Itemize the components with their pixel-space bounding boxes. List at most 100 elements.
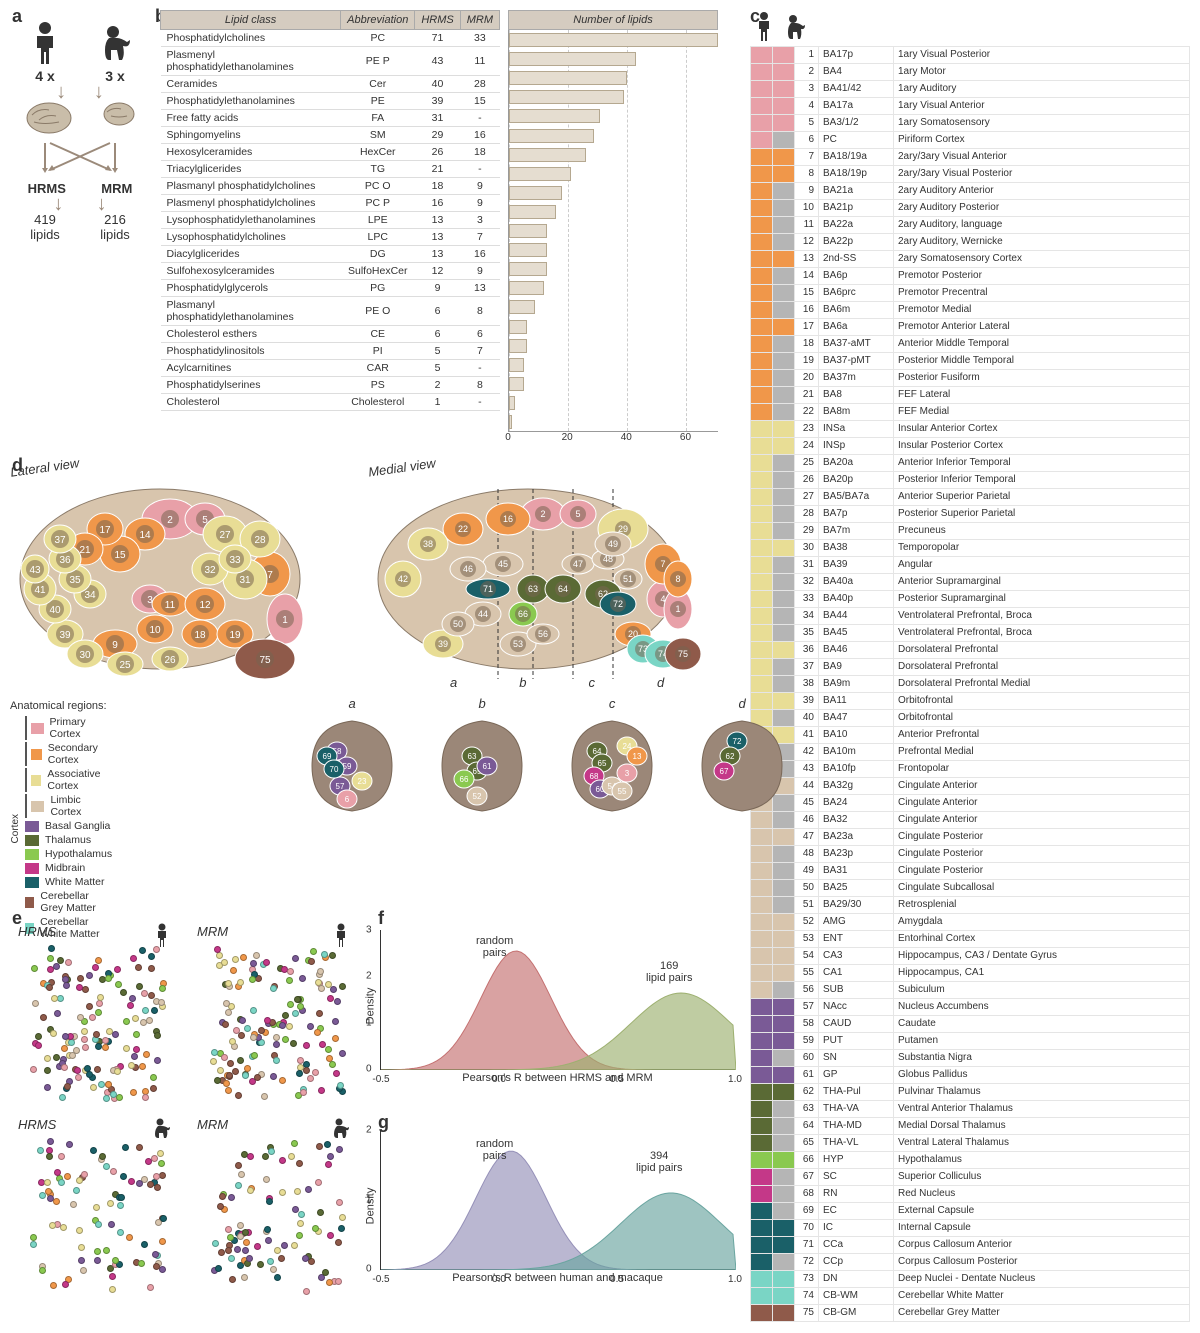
table-row: 75CB-GMCerebellar Grey Matter — [751, 1305, 1190, 1322]
svg-text:56: 56 — [538, 629, 548, 639]
cortex-group-label: Cortex — [10, 814, 21, 843]
table-row: 68RNRed Nucleus — [751, 1186, 1190, 1203]
bar — [509, 186, 562, 200]
scatter-point — [270, 985, 277, 992]
table-row: 17BA6aPremotor Anterior Lateral — [751, 319, 1190, 336]
legend-label: Primary Cortex — [50, 716, 113, 740]
color-swatch — [751, 251, 773, 268]
svg-text:7: 7 — [660, 559, 665, 569]
scatter-point — [131, 1053, 138, 1060]
scatter-point — [150, 1074, 157, 1081]
scatter-point — [160, 1215, 167, 1222]
color-swatch — [751, 1220, 773, 1237]
scatter-point — [90, 1084, 97, 1091]
anatomical-legend: Anatomical regions: Cortex Primary Corte… — [10, 700, 112, 942]
table-row: 53ENTEntorhinal Cortex — [751, 931, 1190, 948]
tsne-plot: MRM — [189, 920, 354, 1105]
scatter-point — [300, 1089, 307, 1096]
svg-text:18: 18 — [194, 630, 206, 641]
table-row: 42BA10mPrefrontal Medial — [751, 744, 1190, 761]
scatter-point — [243, 1239, 250, 1246]
scatter-point — [30, 1234, 37, 1241]
table-row: PhosphatidylinositolsPI57 — [161, 343, 500, 360]
scatter-point — [303, 1067, 310, 1074]
legend-title: Anatomical regions: — [10, 700, 112, 712]
color-swatch — [773, 319, 795, 336]
scatter-point — [221, 959, 228, 966]
color-swatch — [773, 676, 795, 693]
bar — [509, 358, 524, 372]
svg-text:11: 11 — [165, 600, 176, 611]
scatter-point — [58, 1153, 65, 1160]
color-swatch — [773, 200, 795, 217]
scatter-point — [294, 1188, 301, 1195]
table-row: 30BA38Temporopolar — [751, 540, 1190, 557]
color-swatch — [773, 540, 795, 557]
table-row: 46BA32Cingulate Anterior — [751, 812, 1190, 829]
scatter-point — [232, 956, 239, 963]
color-swatch — [773, 1084, 795, 1101]
plot-label: MRM — [197, 1117, 228, 1132]
svg-text:16: 16 — [503, 514, 513, 524]
svg-text:42: 42 — [398, 574, 408, 584]
table-row: DiacylgliceridesDG1316 — [161, 246, 500, 263]
scatter-point — [339, 983, 346, 990]
color-swatch — [773, 608, 795, 625]
color-swatch — [751, 183, 773, 200]
scatter-point — [128, 1178, 135, 1185]
table-row: 25BA20aAnterior Inferior Temporal — [751, 455, 1190, 472]
scatter-point — [303, 1288, 310, 1295]
scatter-point — [103, 1095, 110, 1102]
legend-item: Associative Cortex — [25, 768, 112, 792]
section-marker: d — [657, 675, 664, 690]
scatter-point — [327, 995, 334, 1002]
scatter-point — [217, 1067, 224, 1074]
scatter-point — [64, 1173, 71, 1180]
scatter-point — [102, 1044, 109, 1051]
color-swatch — [773, 1135, 795, 1152]
scatter-point — [105, 975, 112, 982]
table-row: 54CA3Hippocampus, CA3 / Dentate Gyrus — [751, 948, 1190, 965]
table-row: PhosphatidylserinesPS28 — [161, 377, 500, 394]
scatter-point — [235, 1092, 242, 1099]
panel-b-lipid-table: Lipid classAbbreviationHRMSMRM Phosphati… — [160, 10, 725, 447]
table-row: AcylcarnitinesCAR5- — [161, 360, 500, 377]
table-row: 35BA45Ventrolateral Prefrontal, Broca — [751, 625, 1190, 642]
svg-text:14: 14 — [139, 530, 151, 541]
table-row: 16BA6mPremotor Medial — [751, 302, 1190, 319]
color-swatch — [751, 1050, 773, 1067]
table-row: Cholesterol esthersCE66 — [161, 326, 500, 343]
svg-text:72: 72 — [733, 737, 742, 746]
scatter-point — [151, 1007, 158, 1014]
svg-text:3: 3 — [625, 769, 630, 778]
scatter-point — [214, 1077, 221, 1084]
scatter-point — [240, 954, 247, 961]
scatter-point — [73, 1187, 80, 1194]
scatter-point — [221, 1054, 228, 1061]
table-row: 132nd-SS2ary Somatosensory Cortex — [751, 251, 1190, 268]
color-swatch — [751, 676, 773, 693]
macaque-icon — [330, 1115, 350, 1142]
scatter-point — [98, 1081, 105, 1088]
scatter-point — [253, 952, 260, 959]
scatter-point — [51, 995, 58, 1002]
color-swatch — [773, 506, 795, 523]
color-swatch — [773, 1169, 795, 1186]
color-swatch — [751, 1067, 773, 1084]
ytick: 3 — [366, 925, 372, 936]
table-row: 66HYPHypothalamus — [751, 1152, 1190, 1169]
table-row: Plasmenyl phosphatidylcholinesPC P169 — [161, 195, 500, 212]
scatter-point — [264, 1226, 271, 1233]
table-row: 49BA31Cingulate Posterior — [751, 863, 1190, 880]
scatter-point — [335, 1239, 342, 1246]
scatter-point — [218, 1249, 225, 1256]
bar — [509, 415, 512, 429]
human-icon — [25, 20, 65, 65]
scatter-point — [129, 995, 136, 1002]
panel-e-tsne: HRMSMRMHRMSMRM — [10, 920, 360, 1298]
color-swatch — [751, 47, 773, 64]
scatter-point — [274, 1274, 281, 1281]
color-swatch — [751, 625, 773, 642]
svg-text:12: 12 — [199, 600, 211, 611]
color-swatch — [773, 1152, 795, 1169]
